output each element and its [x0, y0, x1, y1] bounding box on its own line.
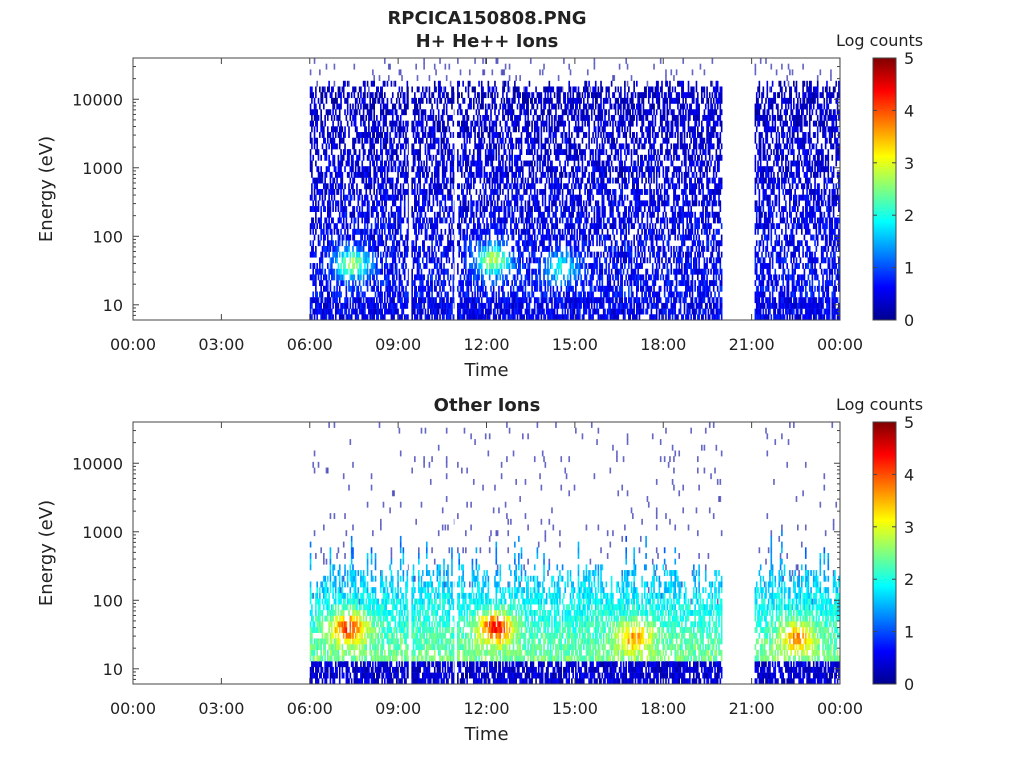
x-tick-label: 12:00 [463, 699, 509, 718]
y-tick-label: 1000 [82, 523, 123, 542]
y-axis-label: Energy (eV) [36, 136, 57, 242]
x-axis-label: Time [463, 724, 508, 745]
colorbar-tick-label: 5 [904, 413, 914, 432]
y-tick-label: 10000 [72, 454, 123, 473]
colorbar-tick-label: 1 [904, 623, 914, 642]
colorbar-tick-label: 0 [904, 311, 914, 330]
y-tick-label: 10 [103, 660, 123, 679]
y-tick-label: 100 [92, 227, 123, 246]
x-tick-label: 15:00 [552, 335, 598, 354]
x-tick-label: 18:00 [640, 699, 686, 718]
y-axis-label: Energy (eV) [36, 500, 57, 606]
spectrogram-cells [309, 422, 840, 684]
colorbar-tick-label: 2 [904, 570, 914, 589]
spectrogram-cells [309, 58, 840, 320]
figure-title: RPCICA150808.PNG [387, 8, 587, 29]
panel-other-ions: 00:00 03:00 06:00 09:00 12:00 15:00 18:00 21:00… [36, 413, 914, 745]
x-tick-label: 00:00 [817, 335, 863, 354]
colorbar-tick-label: 5 [904, 49, 914, 68]
y-tick-label: 100 [92, 591, 123, 610]
panel-2-title: Other Ions [433, 395, 541, 416]
x-axis: 00:00 03:00 06:00 09:00 12:00 15:00 18:00 21:00… [110, 58, 863, 381]
x-tick-label: 06:00 [287, 699, 333, 718]
panel-1-title: H+ He++ Ions [415, 31, 559, 52]
x-tick-label: 15:00 [552, 699, 598, 718]
y-tick-label: 1000 [82, 159, 123, 178]
x-tick-label: 09:00 [375, 335, 421, 354]
colorbar-gradient [872, 421, 897, 685]
y-axis: 10 100 1000 10000 Energy (eV) [36, 421, 840, 685]
x-tick-label: 03:00 [198, 699, 244, 718]
colorbar-tick-label: 1 [904, 259, 914, 278]
colorbar-tick-label: 3 [904, 154, 914, 173]
x-tick-label: 18:00 [640, 335, 686, 354]
colorbar-tick-label: 2 [904, 206, 914, 225]
x-tick-label: 09:00 [375, 699, 421, 718]
panel-h-he-ions: 00:00 03:00 06:00 09:00 12:00 15:00 18:00 21:00… [36, 49, 914, 381]
y-axis: 10 100 1000 10000 Energy (eV) [36, 57, 840, 321]
y-tick-label: 10000 [72, 90, 123, 109]
x-tick-label: 12:00 [463, 335, 509, 354]
y-tick-label: 10 [103, 296, 123, 315]
x-tick-label: 21:00 [729, 699, 775, 718]
x-axis-label: Time [463, 360, 508, 381]
colorbar: 0 1 2 3 4 5 [872, 49, 914, 330]
colorbar-gradient [872, 57, 897, 321]
x-tick-label: 21:00 [729, 335, 775, 354]
colorbar-tick-label: 3 [904, 518, 914, 537]
colorbar: 0 1 2 3 4 5 [872, 413, 914, 694]
colorbar-tick-label: 4 [904, 101, 914, 120]
x-tick-label: 06:00 [287, 335, 333, 354]
x-tick-label: 00:00 [110, 699, 156, 718]
x-tick-label: 00:00 [110, 335, 156, 354]
x-axis: 00:00 03:00 06:00 09:00 12:00 15:00 18:00 21:00… [110, 422, 863, 745]
colorbar-tick-label: 4 [904, 465, 914, 484]
colorbar-tick-label: 0 [904, 675, 914, 694]
x-tick-label: 03:00 [198, 335, 244, 354]
colorbar-1-label: Log counts [836, 31, 924, 50]
colorbar-2-label: Log counts [836, 395, 924, 414]
x-tick-label: 00:00 [817, 699, 863, 718]
